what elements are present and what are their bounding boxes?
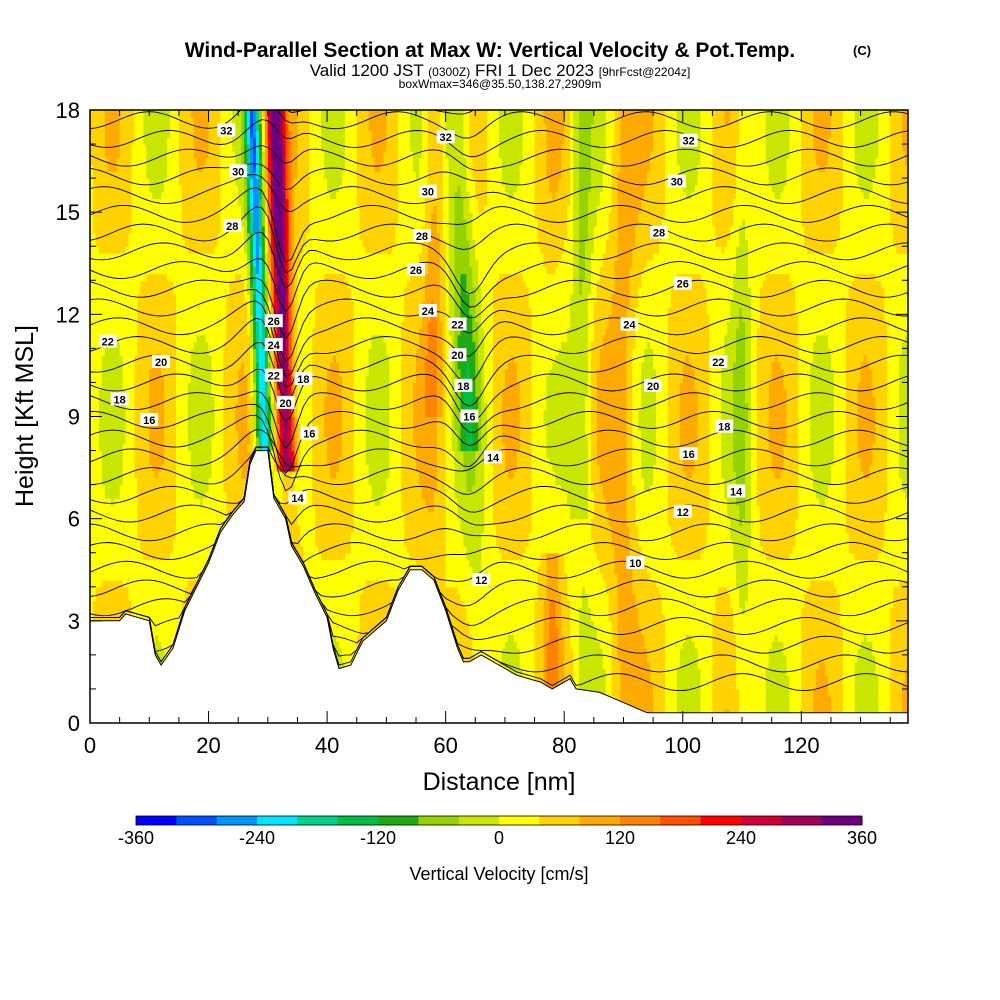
plot-area: 3230282220181626242220181614323028262422…: [90, 74, 909, 724]
copyright-mark: (C): [853, 43, 871, 58]
forecast-info: [9hrFcst@2204z]: [599, 65, 691, 79]
chart-title: Wind-Parallel Section at Max W: Vertical…: [185, 39, 796, 62]
boxwmax-line: boxWmax=346@35.50,138.27,2909m: [399, 77, 602, 91]
cross-section-chart: Wind-Parallel Section at Max W: Vertical…: [0, 0, 1000, 1000]
